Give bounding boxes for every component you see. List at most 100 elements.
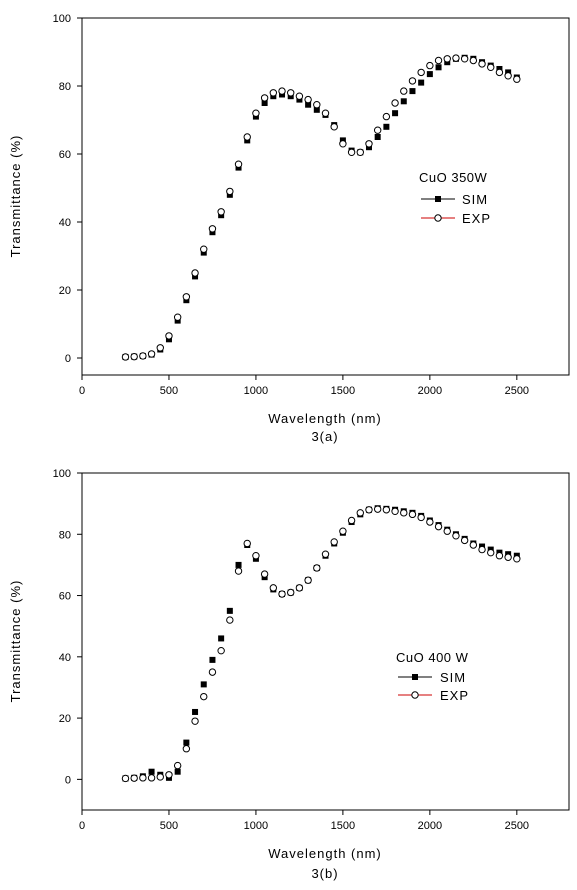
data-point-sim-a bbox=[383, 123, 390, 130]
data-point-sim-a bbox=[435, 64, 442, 71]
data-point-exp-b bbox=[347, 516, 356, 525]
y-tick-label-a: 80 bbox=[59, 81, 71, 93]
data-point-exp-a bbox=[339, 140, 347, 148]
data-point-exp-b bbox=[391, 507, 399, 515]
x-tick-label-b: 1500 bbox=[331, 820, 355, 832]
data-point-exp-a bbox=[191, 269, 199, 277]
data-point-exp-a bbox=[347, 148, 356, 157]
data-point-exp-a bbox=[304, 95, 312, 104]
x-tick-label-a: 2500 bbox=[505, 385, 529, 397]
data-point-exp-b bbox=[382, 506, 391, 514]
legend-title-b: CuO 400 W bbox=[396, 650, 469, 665]
data-point-sim-b bbox=[226, 607, 233, 614]
data-point-exp-a bbox=[269, 89, 278, 97]
x-tick-label-b: 1000 bbox=[244, 820, 268, 832]
data-point-exp-b bbox=[469, 541, 478, 549]
data-point-sim-b bbox=[174, 768, 181, 775]
data-point-exp-b bbox=[217, 646, 225, 655]
x-axis-label-b: Wavelength (nm) bbox=[268, 846, 382, 861]
data-point-exp-a bbox=[208, 225, 217, 233]
data-point-exp-b bbox=[495, 552, 504, 560]
x-tick-label-a: 0 bbox=[79, 385, 85, 397]
data-point-sim-a bbox=[400, 98, 407, 105]
data-point-exp-b bbox=[408, 510, 417, 519]
data-point-sim-b bbox=[192, 708, 199, 715]
data-point-exp-b bbox=[200, 692, 208, 701]
data-point-exp-a bbox=[226, 187, 234, 196]
x-tick-label-b: 0 bbox=[79, 820, 85, 832]
data-point-exp-a bbox=[469, 56, 478, 65]
data-point-exp-a bbox=[147, 350, 156, 358]
x-tick-label-a: 1500 bbox=[331, 385, 355, 397]
data-point-exp-b bbox=[452, 532, 460, 540]
data-point-exp-b bbox=[313, 564, 321, 572]
data-point-exp-b bbox=[513, 555, 521, 563]
data-point-exp-b bbox=[260, 570, 269, 578]
data-point-sim-b bbox=[200, 681, 207, 688]
legend-item-sim-b: SIM bbox=[398, 670, 465, 685]
legend-b: CuO 400 W SIM EXP bbox=[396, 650, 469, 703]
data-point-sim-a bbox=[409, 88, 416, 95]
y-tick-label-b: 80 bbox=[59, 529, 71, 541]
y-ticks-b: 0 20 40 60 80 100 bbox=[53, 468, 82, 786]
x-ticks-a: 0 500 1000 1500 2000 2500 bbox=[79, 375, 529, 397]
legend-marker-exp-b bbox=[411, 691, 419, 699]
legend-item-exp-b: EXP bbox=[398, 688, 469, 703]
data-point-exp-b bbox=[417, 513, 425, 522]
data-point-exp-a bbox=[495, 68, 504, 77]
y-tick-label-b: 40 bbox=[59, 652, 71, 664]
data-point-exp-b bbox=[243, 539, 251, 548]
data-point-exp-a bbox=[382, 112, 391, 121]
data-point-exp-a bbox=[504, 72, 512, 80]
data-point-exp-a bbox=[260, 94, 269, 102]
legend-marker-sim-a bbox=[435, 196, 441, 202]
data-point-exp-b bbox=[330, 538, 338, 546]
y-tick-label-b: 20 bbox=[59, 713, 71, 725]
data-point-exp-b bbox=[356, 509, 364, 517]
data-point-exp-b bbox=[487, 548, 495, 557]
data-point-exp-b bbox=[182, 745, 191, 753]
y-axis-label-a: Transmittance (%) bbox=[8, 135, 23, 258]
data-point-exp-b bbox=[295, 584, 304, 592]
legend-title-a: CuO 350W bbox=[419, 170, 488, 185]
data-point-exp-a bbox=[478, 60, 486, 68]
chart-caption-a: 3(a) bbox=[311, 429, 338, 444]
data-point-exp-b bbox=[504, 553, 512, 561]
plot-frame-b bbox=[81, 472, 570, 811]
data-point-exp-b bbox=[147, 774, 156, 782]
data-point-exp-b bbox=[191, 717, 199, 725]
data-point-exp-b bbox=[460, 536, 469, 545]
x-tick-label-a: 2000 bbox=[418, 385, 442, 397]
data-point-sim-a bbox=[313, 106, 320, 113]
data-point-exp-a bbox=[321, 109, 330, 117]
data-point-sim-a bbox=[261, 100, 268, 106]
chart-panel-b: 0 500 1000 1500 2000 2500 0 20 40 60 80 100 Wavele… bbox=[8, 468, 570, 881]
data-point-exp-a bbox=[243, 133, 251, 141]
data-point-exp-b bbox=[252, 552, 260, 560]
y-tick-label-a: 60 bbox=[59, 149, 71, 161]
data-point-exp-b bbox=[165, 771, 173, 779]
legend-label-exp-b: EXP bbox=[440, 688, 469, 703]
y-tick-label-a: 20 bbox=[59, 285, 71, 297]
x-tick-label-b: 2500 bbox=[505, 820, 529, 832]
data-point-exp-a bbox=[165, 332, 173, 340]
y-axis-label-b: Transmittance (%) bbox=[8, 580, 23, 703]
data-point-exp-a bbox=[356, 148, 364, 157]
plot-frame-a bbox=[81, 17, 570, 376]
data-point-exp-a bbox=[487, 63, 495, 72]
data-point-exp-a bbox=[330, 123, 338, 131]
data-point-exp-a bbox=[513, 75, 521, 83]
data-point-exp-a bbox=[139, 352, 147, 360]
data-point-exp-b bbox=[426, 518, 434, 526]
data-point-exp-b bbox=[234, 567, 243, 575]
x-axis-label-a: Wavelength (nm) bbox=[268, 411, 382, 426]
data-point-exp-a bbox=[234, 160, 243, 168]
legend-marker-exp-a bbox=[434, 214, 442, 222]
data-point-exp-b bbox=[304, 576, 312, 584]
x-tick-label-a: 500 bbox=[160, 385, 178, 397]
data-point-sim-a bbox=[426, 71, 433, 78]
data-point-exp-a bbox=[400, 87, 408, 95]
data-point-exp-a bbox=[408, 77, 417, 85]
data-point-sim-b bbox=[148, 768, 155, 775]
data-point-sim-a bbox=[418, 79, 425, 86]
